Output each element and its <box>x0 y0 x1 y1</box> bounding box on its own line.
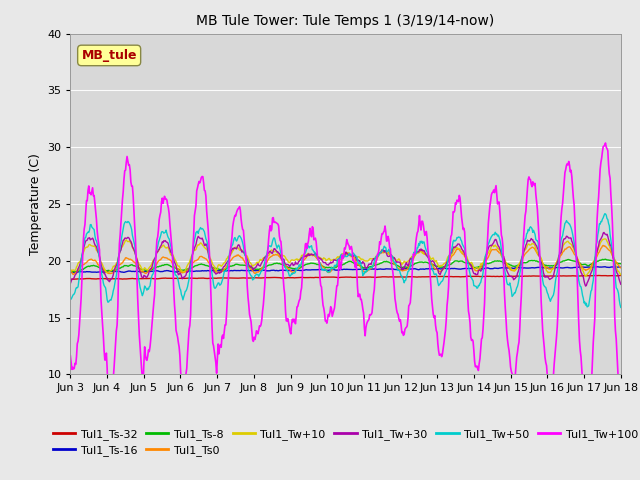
Text: MB_tule: MB_tule <box>81 49 137 62</box>
Legend: Tul1_Ts-32, Tul1_Ts-16, Tul1_Ts-8, Tul1_Ts0, Tul1_Tw+10, Tul1_Tw+30, Tul1_Tw+50,: Tul1_Ts-32, Tul1_Ts-16, Tul1_Ts-8, Tul1_… <box>49 424 640 461</box>
Y-axis label: Temperature (C): Temperature (C) <box>29 153 42 255</box>
Title: MB Tule Tower: Tule Temps 1 (3/19/14-now): MB Tule Tower: Tule Temps 1 (3/19/14-now… <box>196 14 495 28</box>
